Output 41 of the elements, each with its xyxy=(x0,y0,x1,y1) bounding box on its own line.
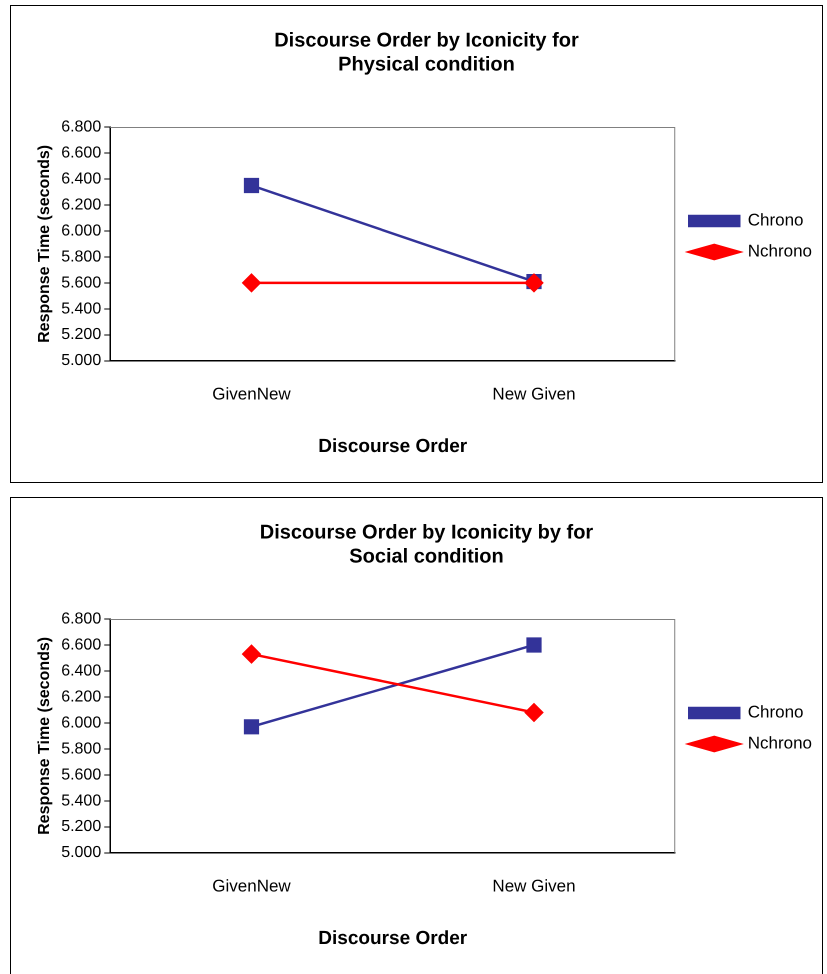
y-tick-label: 5.800 xyxy=(61,248,102,266)
y-tick-label: 5.600 xyxy=(61,766,102,784)
y-tick-label: 6.000 xyxy=(61,714,102,732)
legend-label: Nchrono xyxy=(748,734,812,753)
y-tick-label: 6.800 xyxy=(61,610,102,628)
y-tick-label: 5.200 xyxy=(61,818,102,836)
y-tick-label: 5.400 xyxy=(61,300,102,318)
y-tick-label: 5.600 xyxy=(61,274,102,292)
y-tick-label: 5.800 xyxy=(61,740,102,758)
legend-label: Nchrono xyxy=(748,242,812,261)
y-tick-label: 6.200 xyxy=(61,688,102,706)
x-axis-title: Discourse Order xyxy=(318,928,468,949)
point xyxy=(244,178,260,194)
y-axis-title: Response Time (seconds) xyxy=(36,636,54,835)
point xyxy=(244,719,260,734)
chart-title: Discourse Order by Iconicity for Physical condition xyxy=(274,30,579,76)
y-tick-label: 6.200 xyxy=(61,196,102,214)
chart-title: Discourse Order by Iconicity by for Social condition xyxy=(260,522,594,568)
point xyxy=(526,637,542,653)
legend-label: Chrono xyxy=(748,702,804,722)
x-tick-label: GivenNew xyxy=(212,384,292,404)
y-tick-label: 5.400 xyxy=(61,792,102,810)
y-tick-label: 6.600 xyxy=(61,636,102,654)
y-tick-label: 6.800 xyxy=(61,118,102,136)
point xyxy=(524,274,544,292)
x-tick-label: New Given xyxy=(492,876,576,896)
y-tick-label: 6.000 xyxy=(61,222,102,240)
x-tick-label: GivenNew xyxy=(212,876,292,896)
point xyxy=(242,644,261,664)
legend-label: Chrono xyxy=(748,210,804,230)
y-tick-label: 6.400 xyxy=(61,662,102,680)
y-axis-title: Response Time (seconds) xyxy=(36,144,54,343)
point xyxy=(524,703,544,722)
y-tick-label: 5.000 xyxy=(61,844,102,862)
y-tick-label: 5.200 xyxy=(61,326,102,344)
y-tick-label: 5.000 xyxy=(61,352,102,370)
x-axis-title: Discourse Order xyxy=(318,436,468,457)
y-tick-label: 6.600 xyxy=(61,144,102,162)
y-tick-label: 6.400 xyxy=(61,170,102,188)
x-tick-label: New Given xyxy=(492,384,576,404)
point xyxy=(242,274,261,292)
